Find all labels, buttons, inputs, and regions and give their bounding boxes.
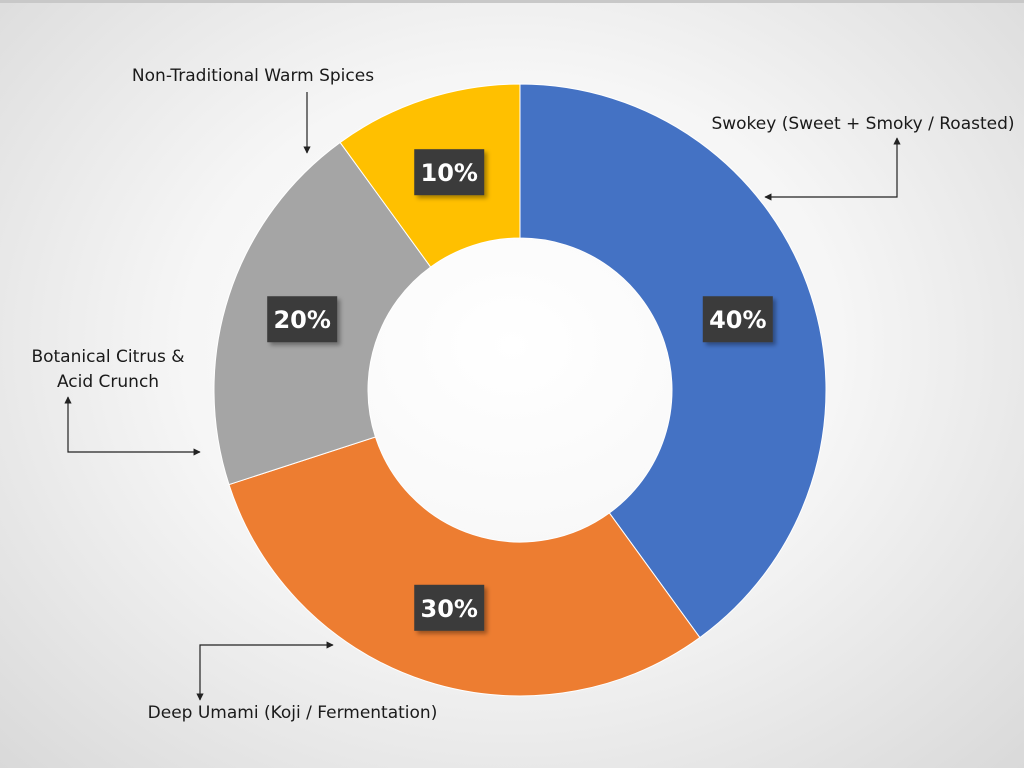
value-label: 10% [421,159,478,187]
slices [213,83,827,697]
leader-line [196,641,334,701]
value-label-box [414,149,485,196]
donut-slice [519,83,827,639]
category-label: Botanical Citrus & Acid Crunch [31,347,185,392]
leader-lines [64,92,901,701]
leader-line [764,137,901,201]
category-label: Swokey (Sweet + Smoky / Roasted) [711,114,1015,134]
category-label: Deep Umami (Koji / Fermentation) [147,703,438,723]
value-label-box [702,296,773,343]
top-border [0,0,1024,3]
value-label: 30% [421,595,478,623]
value-label-box [414,584,485,631]
value-labels: 40% 30% 20% 10% [267,149,773,631]
value-label: 40% [709,306,766,334]
value-label: 20% [273,306,330,334]
category-label: Non-Traditional Warm Spices [131,66,375,86]
donut-slice [228,436,701,697]
leader-line [64,396,201,456]
value-label-box [267,296,338,343]
